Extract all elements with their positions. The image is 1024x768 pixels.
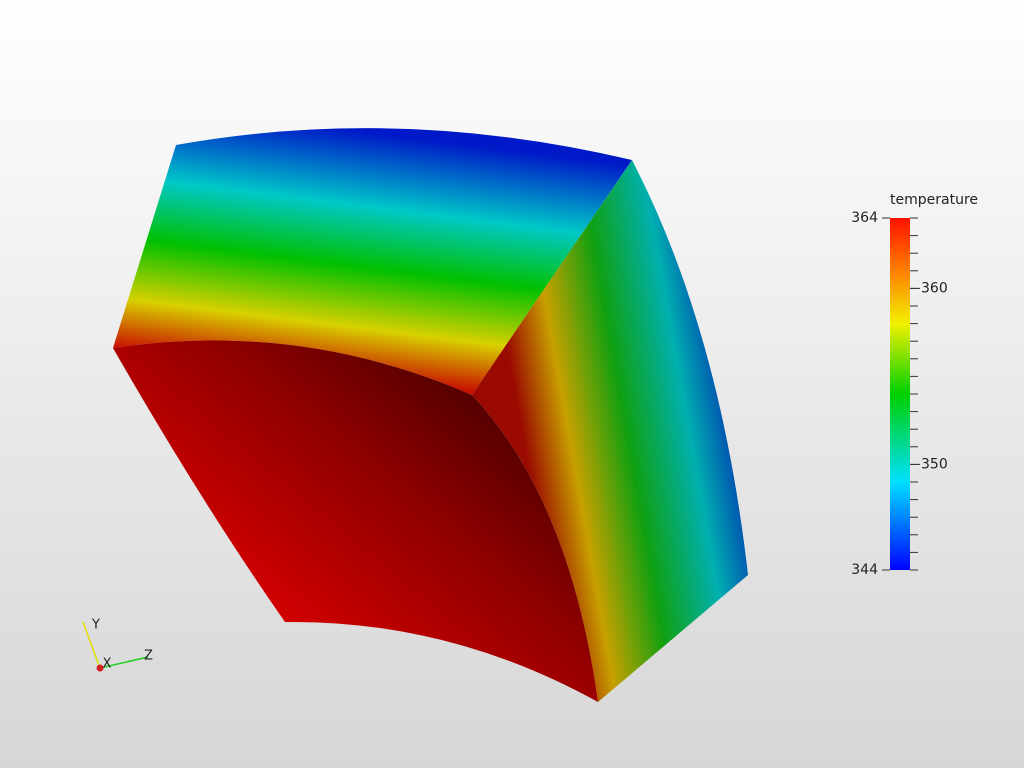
- z-axis: [99, 656, 149, 669]
- axis-label: Z: [144, 649, 153, 664]
- tick-label: 350: [921, 456, 948, 472]
- axis-label: Y: [91, 618, 100, 633]
- y-axis: [82, 621, 101, 669]
- front-face: [113, 340, 598, 702]
- tick-label: 364: [851, 210, 878, 226]
- colorbar: [890, 218, 910, 570]
- tick-label: 344: [851, 562, 878, 578]
- axis-label: X: [103, 657, 112, 672]
- top-face: [113, 128, 632, 395]
- side-face: [472, 160, 748, 702]
- colorbar-title: temperature: [890, 192, 978, 208]
- tick-label: 360: [921, 280, 948, 296]
- x-axis: [96, 664, 104, 672]
